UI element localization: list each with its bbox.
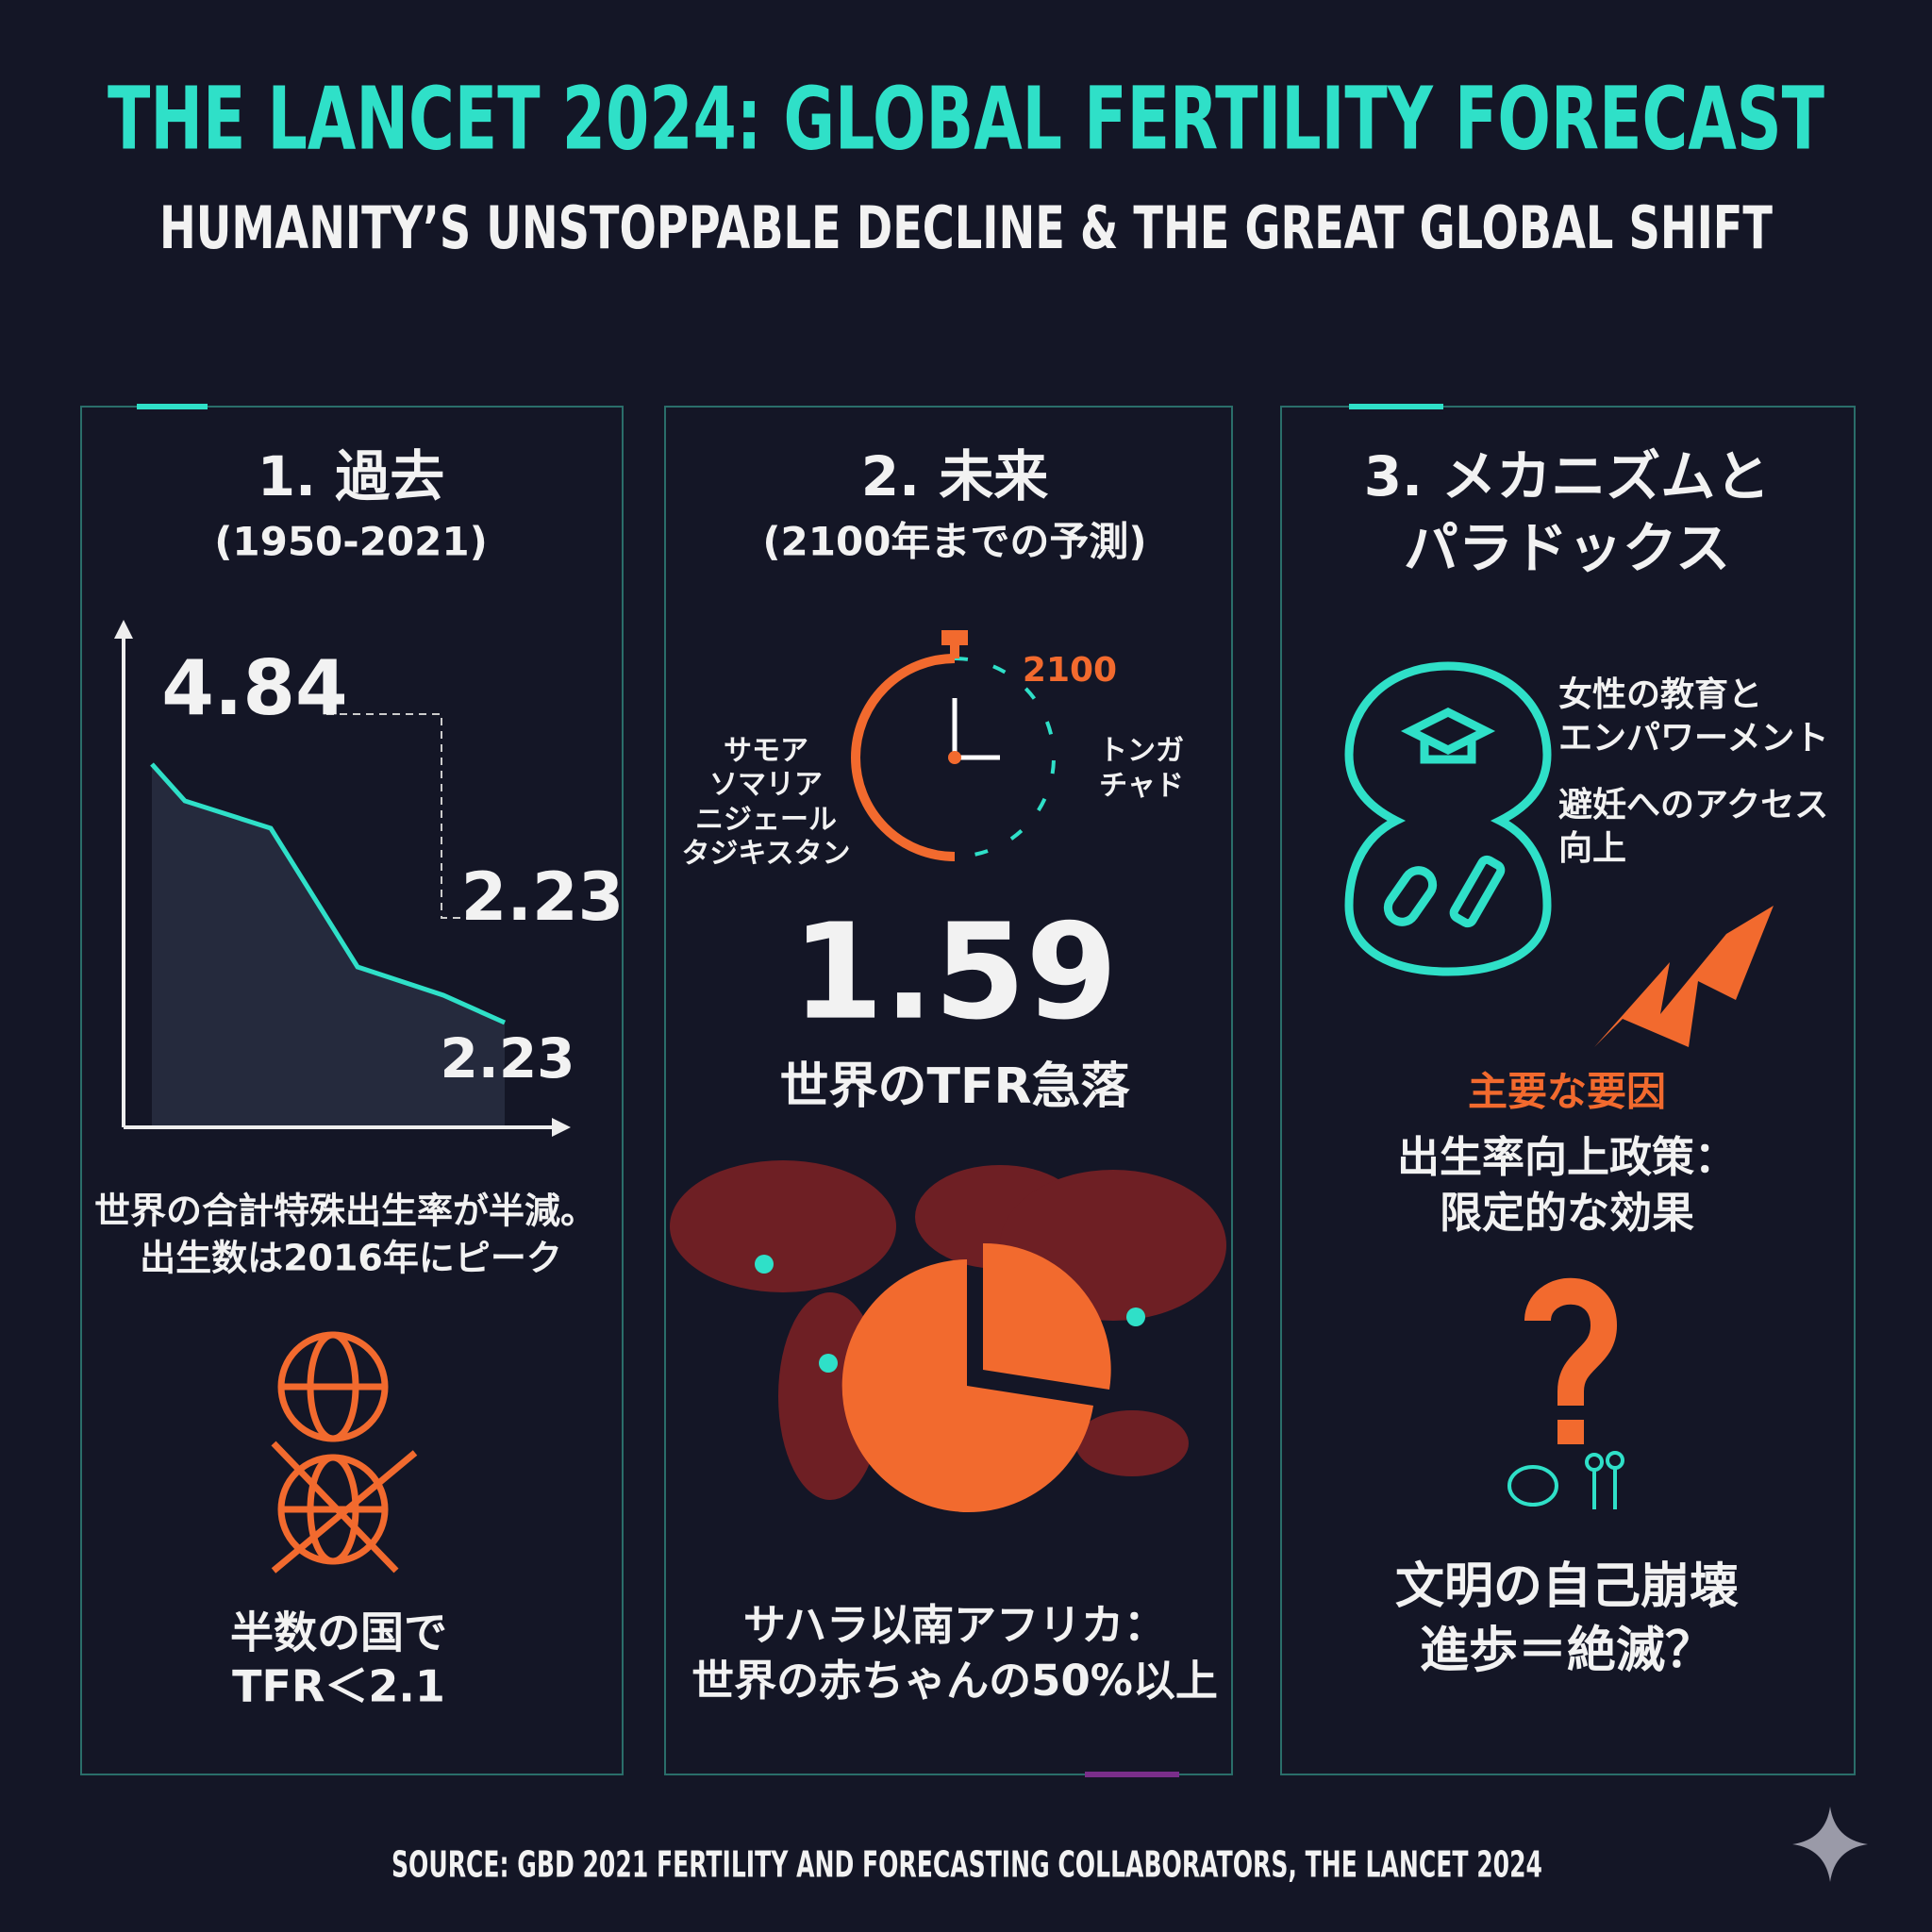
caption: 出生数は2016年にピーク	[140, 1238, 562, 1279]
panel-subtitle: (2100年までの予測)	[762, 519, 1146, 565]
panel-frame	[1280, 406, 1856, 1775]
pie-slice	[983, 1242, 1111, 1390]
loop-icon	[1344, 661, 1552, 976]
footer-text: 半数の国で	[230, 1607, 447, 1658]
big-caption: 世界のTFR急落	[779, 1058, 1130, 1115]
footer-text: 世界の赤ちゃんの50%以上	[691, 1656, 1218, 1706]
map-dot	[819, 1354, 838, 1373]
chart-label: 2.23	[461, 858, 625, 936]
country: トンガ	[1099, 735, 1184, 768]
map-dot	[755, 1255, 774, 1274]
section-heading: 主要な要因	[1468, 1069, 1666, 1115]
policy-text: 限定的な効果	[1440, 1188, 1694, 1238]
country: ニジェール	[695, 804, 837, 837]
footer-text: TFR＜2.1	[232, 1661, 445, 1712]
chart-label: 2.23	[440, 1026, 575, 1091]
chart-area	[152, 764, 505, 1127]
panel-title: 1. 過去	[258, 444, 445, 508]
pie-slice	[841, 1259, 1093, 1512]
factor: エンパワーメント	[1558, 719, 1829, 758]
panel-title: パラドックス	[1404, 516, 1730, 580]
panel-title: 2. 未来	[861, 444, 1049, 508]
dashed-guide	[326, 713, 475, 919]
people-icon	[1507, 1451, 1624, 1509]
subtitle: HUMANITY’S UNSTOPPABLE DECLINE & THE GRE…	[159, 193, 1773, 262]
globe-icon	[271, 1331, 418, 1574]
footer-text: 進歩＝絶滅？	[1420, 1623, 1714, 1679]
question-icon	[1557, 1420, 1584, 1444]
country: サモア	[724, 735, 808, 768]
clock-label: 2100	[1023, 651, 1117, 690]
chart-label: 4.84	[161, 644, 347, 732]
country: ソマリア	[709, 769, 823, 802]
panel-frame	[80, 406, 624, 1775]
footer-text: サハラ以南アフリカ：	[743, 1600, 1166, 1650]
panel-subtitle: (1950-2021)	[214, 519, 488, 565]
factor: 向上	[1558, 829, 1626, 868]
big-number: 1.59	[791, 896, 1117, 1050]
footer-text: 文明の自己崩壊	[1395, 1558, 1739, 1615]
panel-title: 3. メカニズムと	[1364, 444, 1771, 508]
policy-text: 出生率向上政策：	[1397, 1132, 1737, 1182]
factor: 女性の教育と	[1558, 675, 1762, 714]
sparkle-icon	[1792, 1807, 1868, 1882]
panel-frame	[664, 406, 1233, 1775]
factor: 避妊へのアクセス	[1558, 786, 1828, 824]
caption: 世界の合計特殊出生率が半減。	[94, 1191, 596, 1232]
country: タジキスタン	[681, 838, 850, 871]
source: SOURCE: GBD 2021 FERTILITY AND FORECASTI…	[391, 1844, 1542, 1886]
map-dot	[1126, 1307, 1145, 1326]
question-icon	[1524, 1277, 1618, 1406]
chart-line	[150, 762, 507, 1025]
country: チャド	[1099, 770, 1184, 803]
title: THE LANCET 2024: GLOBAL FERTILITY FORECA…	[108, 68, 1824, 169]
arrow-icon	[1594, 906, 1774, 1047]
clock-icon	[851, 630, 1056, 861]
